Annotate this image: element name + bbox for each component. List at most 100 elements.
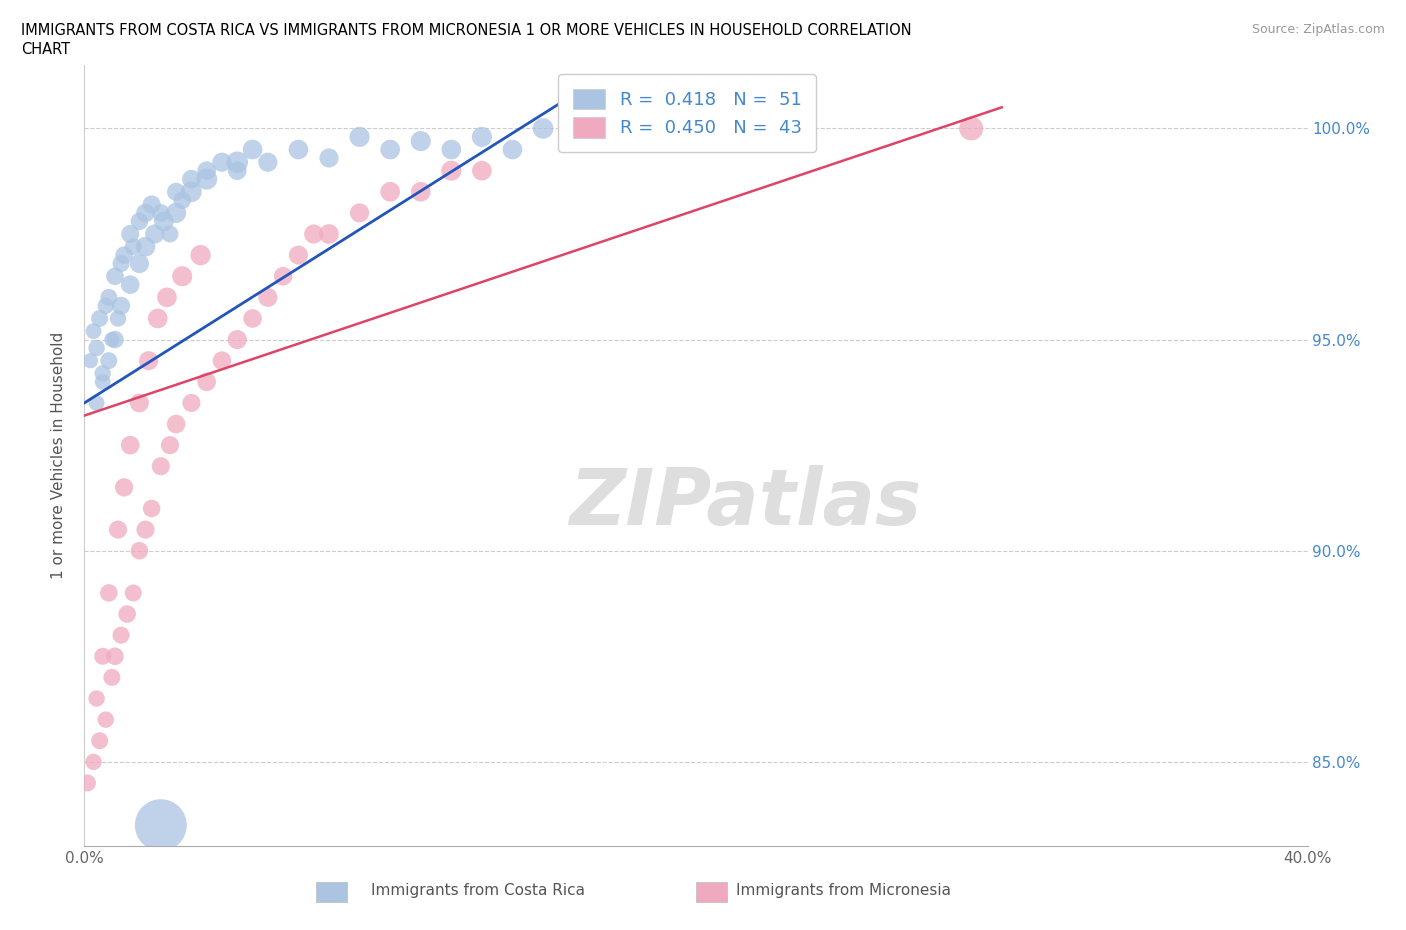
Point xyxy=(349,129,371,144)
Point xyxy=(502,142,524,157)
Point xyxy=(110,628,132,643)
Point xyxy=(135,206,157,220)
Point xyxy=(97,353,120,368)
Point xyxy=(128,395,150,410)
Point xyxy=(172,269,194,284)
Text: Source: ZipAtlas.com: Source: ZipAtlas.com xyxy=(1251,23,1385,36)
Point xyxy=(318,151,340,166)
Text: ZIPatlas: ZIPatlas xyxy=(569,465,921,540)
Point xyxy=(195,164,218,179)
Point xyxy=(440,164,463,179)
Point xyxy=(271,269,294,284)
Text: IMMIGRANTS FROM COSTA RICA VS IMMIGRANTS FROM MICRONESIA 1 OR MORE VEHICLES IN H: IMMIGRANTS FROM COSTA RICA VS IMMIGRANTS… xyxy=(21,23,911,38)
Point xyxy=(180,395,202,410)
Point xyxy=(409,184,432,199)
Point xyxy=(165,417,187,432)
Point xyxy=(83,324,105,339)
Point xyxy=(115,606,138,621)
Point xyxy=(97,586,120,601)
Point xyxy=(471,164,494,179)
Point xyxy=(159,438,181,453)
Point xyxy=(143,227,166,242)
Point xyxy=(180,184,202,199)
Point xyxy=(120,438,142,453)
Point xyxy=(165,184,187,199)
Point xyxy=(120,277,142,292)
Point xyxy=(287,142,309,157)
Point xyxy=(76,776,98,790)
Point xyxy=(190,247,212,262)
Legend: R =  0.418   N =  51, R =  0.450   N =  43: R = 0.418 N = 51, R = 0.450 N = 43 xyxy=(558,74,815,152)
Point xyxy=(138,353,160,368)
Point xyxy=(226,164,249,179)
Point xyxy=(122,586,145,601)
Point xyxy=(146,311,169,325)
Point xyxy=(149,206,172,220)
Point xyxy=(135,239,157,254)
Point xyxy=(349,206,371,220)
Point xyxy=(101,670,124,684)
Point xyxy=(165,206,187,220)
Point xyxy=(257,154,280,169)
Point xyxy=(86,691,108,706)
Point xyxy=(195,375,218,390)
Point xyxy=(101,332,124,347)
Point xyxy=(128,543,150,558)
Point xyxy=(104,269,127,284)
Point xyxy=(226,154,249,169)
Point xyxy=(257,290,280,305)
Point xyxy=(94,299,117,313)
Point xyxy=(211,353,233,368)
Point xyxy=(141,501,163,516)
Point xyxy=(91,649,114,664)
Point xyxy=(83,754,105,769)
Point xyxy=(242,142,264,157)
Point xyxy=(440,142,463,157)
Point xyxy=(180,172,202,187)
Y-axis label: 1 or more Vehicles in Household: 1 or more Vehicles in Household xyxy=(51,332,66,579)
Point xyxy=(318,227,340,242)
Point xyxy=(110,299,132,313)
Point xyxy=(107,311,129,325)
Point xyxy=(141,197,163,212)
Text: CHART: CHART xyxy=(21,42,70,57)
Point xyxy=(471,129,494,144)
Point xyxy=(86,395,108,410)
Point xyxy=(172,193,194,207)
Point xyxy=(120,227,142,242)
Point xyxy=(195,172,218,187)
Point xyxy=(159,227,181,242)
Text: Immigrants from Micronesia: Immigrants from Micronesia xyxy=(737,884,950,898)
Point xyxy=(112,480,135,495)
Point xyxy=(104,649,127,664)
Point xyxy=(242,311,264,325)
Point xyxy=(380,142,402,157)
Point xyxy=(79,353,101,368)
Point xyxy=(86,340,108,355)
Point xyxy=(107,522,129,537)
Point xyxy=(104,332,127,347)
Point xyxy=(110,256,132,271)
Point xyxy=(94,712,117,727)
Point xyxy=(97,290,120,305)
Point xyxy=(91,365,114,380)
Point xyxy=(89,311,111,325)
Point xyxy=(226,332,249,347)
Point xyxy=(211,154,233,169)
Point xyxy=(531,121,554,136)
Point xyxy=(149,817,172,832)
Point xyxy=(149,458,172,473)
Point xyxy=(112,247,135,262)
Point xyxy=(302,227,325,242)
Point xyxy=(91,375,114,390)
Point xyxy=(135,522,157,537)
Point xyxy=(960,121,983,136)
Point xyxy=(89,733,111,748)
Point xyxy=(287,247,309,262)
Point xyxy=(128,256,150,271)
Text: Immigrants from Costa Rica: Immigrants from Costa Rica xyxy=(371,884,585,898)
Point xyxy=(153,214,176,229)
Point xyxy=(156,290,179,305)
Point xyxy=(128,214,150,229)
Point xyxy=(409,134,432,149)
